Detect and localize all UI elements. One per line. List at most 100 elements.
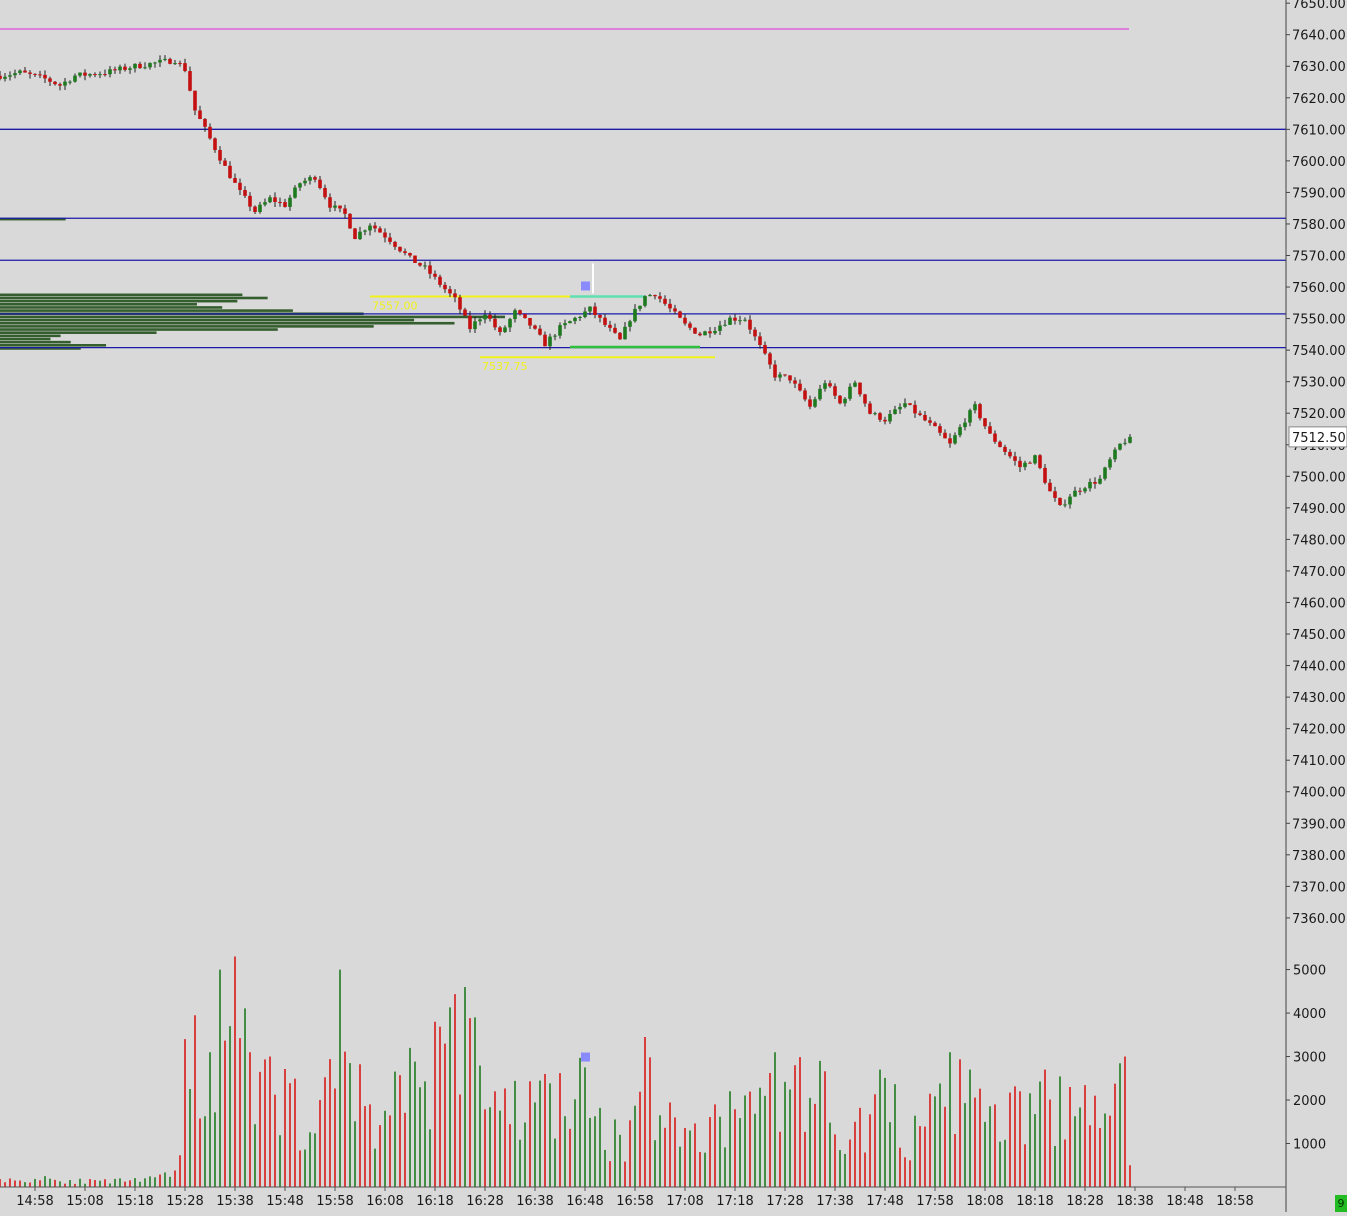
candle-up — [713, 330, 717, 334]
candle-up — [628, 321, 632, 327]
candle-down — [528, 318, 532, 326]
candle-down — [693, 327, 697, 334]
price-tick-label: 7370.00 — [1292, 880, 1346, 895]
candle-down — [828, 383, 832, 387]
candle-up — [1023, 462, 1027, 468]
candle-down — [28, 72, 32, 74]
candle-up — [3, 76, 7, 79]
candle-up — [1128, 436, 1132, 443]
candle-up — [1098, 478, 1102, 484]
volume-axis[interactable]: 5000 4000 3000 2000 1000 — [1286, 964, 1326, 1153]
candle-down — [188, 71, 192, 91]
time-tick-label: 17:18 — [716, 1194, 753, 1209]
candle-down — [243, 189, 247, 196]
volume-tick-label: 3000 — [1293, 1051, 1326, 1066]
time-axis[interactable]: 14:58 15:08 15:18 15:28 15:38 15:48 15:58 16:08… — [0, 1186, 1286, 1209]
candle-down — [608, 324, 612, 328]
candle-down — [1018, 460, 1022, 468]
candle-down — [768, 353, 772, 365]
time-tick-label: 18:28 — [1066, 1194, 1103, 1209]
candle-down — [758, 336, 762, 345]
candle-down — [998, 441, 1002, 447]
candle-down — [273, 197, 277, 203]
candle-down — [218, 150, 222, 161]
candle-down — [733, 317, 737, 321]
candle-up — [303, 180, 307, 184]
candle-down — [178, 63, 182, 65]
candle-down — [448, 289, 452, 294]
candle-down — [798, 383, 802, 391]
candle-down — [428, 265, 432, 274]
candle-down — [753, 329, 757, 337]
price-tick-label: 7620.00 — [1292, 92, 1346, 107]
price-tick-label: 7450.00 — [1292, 628, 1346, 643]
candle-down — [663, 298, 667, 304]
candle-down — [208, 126, 212, 139]
price-tick-label: 7480.00 — [1292, 533, 1346, 548]
candle-up — [308, 177, 312, 181]
candle-down — [168, 58, 172, 64]
candle-down — [248, 195, 252, 207]
candle-down — [33, 73, 37, 75]
candle-down — [53, 81, 57, 85]
candle-down — [618, 332, 622, 340]
volume-profile — [0, 217, 505, 350]
candle-down — [788, 375, 792, 381]
candle-down — [808, 399, 812, 407]
candle-down — [1013, 456, 1017, 461]
candle-down — [113, 69, 117, 71]
candle-down — [933, 422, 937, 427]
candle-down — [773, 364, 777, 378]
candle-up — [648, 295, 652, 297]
time-tick-label: 15:18 — [116, 1194, 153, 1209]
price-tick-label: 7560.00 — [1292, 281, 1346, 296]
candle-down — [1028, 462, 1032, 464]
candle-down — [533, 325, 537, 329]
volume-profile-row — [0, 302, 197, 306]
time-tick-label: 17:28 — [766, 1194, 803, 1209]
candle-up — [118, 66, 122, 71]
time-tick-label: 16:58 — [616, 1194, 653, 1209]
candle-down — [313, 177, 317, 180]
candle-down — [1003, 446, 1007, 452]
candle-up — [813, 399, 817, 407]
time-tick-label: 14:58 — [16, 1194, 53, 1209]
candle-down — [318, 179, 322, 188]
candle-up — [643, 296, 647, 306]
time-tick-label: 17:38 — [816, 1194, 853, 1209]
candle-down — [838, 395, 842, 404]
chart-markers — [581, 263, 594, 1062]
price-tick-label: 7540.00 — [1292, 344, 1346, 359]
candle-down — [253, 206, 257, 212]
candle-up — [973, 404, 977, 411]
candle-down — [353, 228, 357, 240]
time-tick-label: 18:38 — [1116, 1194, 1153, 1209]
price-tick-label: 7500.00 — [1292, 470, 1346, 485]
candle-down — [1038, 455, 1042, 468]
candle-down — [203, 119, 207, 127]
price-tick-label: 7650.00 — [1292, 0, 1346, 12]
candle-up — [718, 325, 722, 331]
price-tick-label: 7440.00 — [1292, 660, 1346, 675]
candle-up — [173, 63, 177, 65]
candle-down — [878, 413, 882, 420]
candle-down — [103, 74, 107, 76]
candle-down — [923, 414, 927, 421]
candle-up — [848, 386, 852, 399]
candle-up — [738, 320, 742, 322]
candle-down — [398, 246, 402, 252]
volume-profile-row — [0, 318, 415, 322]
candle-up — [873, 413, 877, 415]
candle-up — [368, 225, 372, 231]
price-tick-label: 7640.00 — [1292, 29, 1346, 44]
candle-down — [468, 315, 472, 330]
candle-up — [508, 319, 512, 328]
price-tick-label: 7490.00 — [1292, 502, 1346, 517]
candle-up — [163, 58, 167, 60]
price-tick-label: 7590.00 — [1292, 186, 1346, 201]
candle-down — [543, 334, 547, 347]
price-axis[interactable]: 7650.00 7640.00 7630.00 7620.00 7610.00 7600.… — [1285, 0, 1347, 1212]
volume-tick-label: 2000 — [1293, 1094, 1326, 1109]
